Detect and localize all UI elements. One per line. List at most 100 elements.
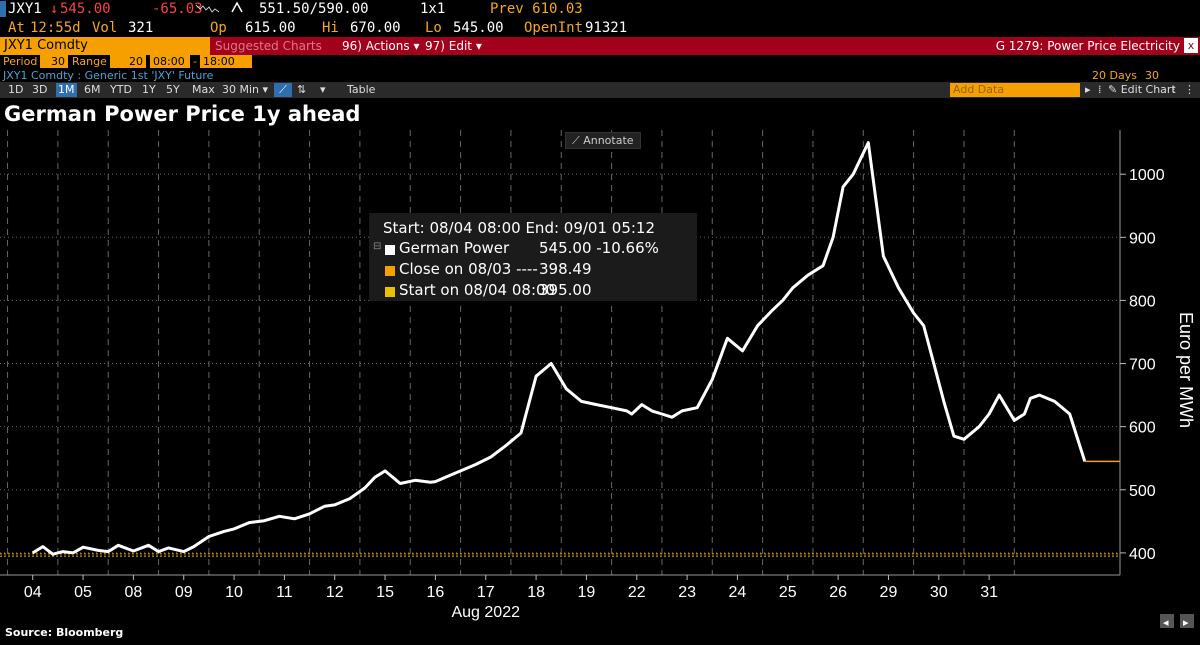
compare-icon[interactable] [230,0,244,20]
legend-value: 398.49 [539,260,592,278]
period-field[interactable]: 30 [40,55,68,68]
open-interest: 91321 [585,20,628,36]
range-field[interactable]: 20 [110,55,146,68]
actions-label: 96) Actions [342,39,410,53]
settings-icon[interactable]: ⁝ [1172,83,1176,96]
x-tick-label: 18 [527,584,545,601]
x-tick-label: 10 [225,584,243,601]
collapse-icon[interactable]: ⊟ [373,241,382,252]
y-axis-title: Euro per MWh [1176,312,1196,428]
interval-dropdown[interactable]: 30 Min ▾ [220,83,270,97]
annotate-label: Annotate [583,134,634,147]
range-label: Range [72,55,107,68]
bar-style-icon[interactable]: ⇅ [297,83,307,96]
edit-icon: ✎ [1108,83,1118,96]
x-tick-label: 30 [930,584,948,601]
x-tick-label: 25 [779,584,797,601]
chart-toolbar: 1D 3D 1M 6M YTD 1Y 5Y Max 30 Min ▾ ⟋ ⇅ ▾… [0,82,1200,98]
legend-label: German Power [399,239,510,257]
edit-chart-label: Edit Chart [1120,83,1176,96]
last-price: 545.00 [60,1,111,17]
edit-label: 97) Edit [425,39,473,53]
days-label: 20 Days [1092,69,1137,82]
x-tick-label: 17 [477,584,495,601]
range-6m-button[interactable]: 6M [84,83,101,96]
source-note: Source: Bloomberg [5,626,124,639]
scroll-left-bg [1160,614,1174,628]
options-icon[interactable]: ⋮ [1184,83,1195,96]
chart-title: German Power Price 1y ahead [4,102,361,126]
close-button[interactable]: x [1184,38,1198,53]
sparkline-icon [195,0,221,20]
end-time-field[interactable]: 18:00 [200,55,252,68]
y-tick-label: 800 [1129,293,1156,310]
range-max-button[interactable]: Max [192,83,215,96]
x-tick-label: 05 [74,584,92,601]
drag-handle-icon[interactable]: ⁞ [1098,83,1102,96]
chevron-down-icon: ▾ [413,39,420,53]
x-axis-title: Aug 2022 [451,604,520,621]
legend-swatch [385,266,395,276]
actions-menu[interactable]: 96) Actions ▾ [342,37,419,55]
bid-ask-size: 1x1 [420,1,446,17]
table-button[interactable]: Table [347,83,376,96]
x-tick-label: 22 [628,584,646,601]
x-tick-label: 24 [729,584,747,601]
period-label: Period [3,55,38,68]
suggested-charts-menu[interactable]: Suggested Charts [215,39,322,53]
y-tick-label: 900 [1129,230,1156,247]
x-tick-label: 29 [880,584,898,601]
hi-label: Hi [322,20,339,36]
annotate-button[interactable]: ⟋ Annotate [565,132,641,149]
range-ytd-button[interactable]: YTD [110,83,132,96]
interval-label: 30 Min [222,83,260,96]
range-1y-button[interactable]: 1Y [142,83,156,96]
style-dropdown-icon[interactable]: ▾ [320,83,326,96]
dash-separator: - [193,55,197,68]
period-row: Period 30 Range 20 08:00 - 18:00 [0,55,1200,69]
legend-swatch [385,245,395,255]
scroll-right-icon[interactable]: ▸ [1180,614,1194,629]
grid [0,130,1120,575]
quote-bar: JXY1 ↓ 545.00 -65.03 551.50/590.00 1x1 P… [0,0,1200,19]
chevron-down-icon: ▾ [262,83,269,96]
at-label: At [8,20,25,36]
range-1d-button[interactable]: 1D [8,83,24,96]
y-tick-label: 600 [1129,420,1156,437]
x-tick-label: 12 [326,584,344,601]
x-tick-label: 16 [427,584,445,601]
ticker[interactable]: JXY1 [8,1,42,17]
x-tick-label: 11 [276,584,293,601]
low-price: 545.00 [453,20,504,36]
edit-chart-button[interactable]: ✎ Edit Chart [1106,83,1178,97]
x-tick-label: 15 [376,584,394,601]
add-data-field[interactable]: Add Data [950,83,1080,97]
start-time-field[interactable]: 08:00 [150,55,190,68]
y-tick-label: 700 [1129,357,1156,374]
security-description: JXY1 Comdty : Generic 1st 'JXY' Future [3,69,214,82]
open-price: 615.00 [245,20,296,36]
x-tick-label: 09 [175,584,193,601]
scroll-left-icon[interactable]: ◂ [1160,614,1174,629]
x-tick-label: 23 [678,584,696,601]
lo-label: Lo [425,20,442,36]
command-bar: JXY1 Comdty Suggested Charts 96) Actions… [0,37,1200,55]
openint-label: OpenInt [524,20,584,36]
vol-label: Vol [92,20,118,36]
edit-menu[interactable]: 97) Edit ▾ [425,37,482,55]
scroll-right-glyph: ▸ [1183,616,1189,629]
range-1m-button[interactable]: 1M [56,83,77,97]
price-change: -65.03 [152,1,203,17]
range-3d-button[interactable]: 3D [32,83,48,96]
chevron-down-icon: ▾ [475,39,482,53]
at-time: 12:55d [30,20,81,36]
scroll-left-glyph: ◂ [1163,616,1169,629]
range-5y-button[interactable]: 5Y [166,83,180,96]
security-field[interactable]: JXY1 Comdty [0,37,210,55]
quote-details: At 12:55d Vol 321 Op 615.00 Hi 670.00 Lo… [0,19,1200,37]
legend-tooltip: Start: 08/04 08:00 End: 09/01 05:12 ⊟ Ge… [369,213,697,301]
line-chart-icon[interactable]: ⟋ [274,83,292,97]
pencil-icon: ⟋ [572,134,580,147]
more-options-icon[interactable]: ▸ [1085,83,1091,96]
